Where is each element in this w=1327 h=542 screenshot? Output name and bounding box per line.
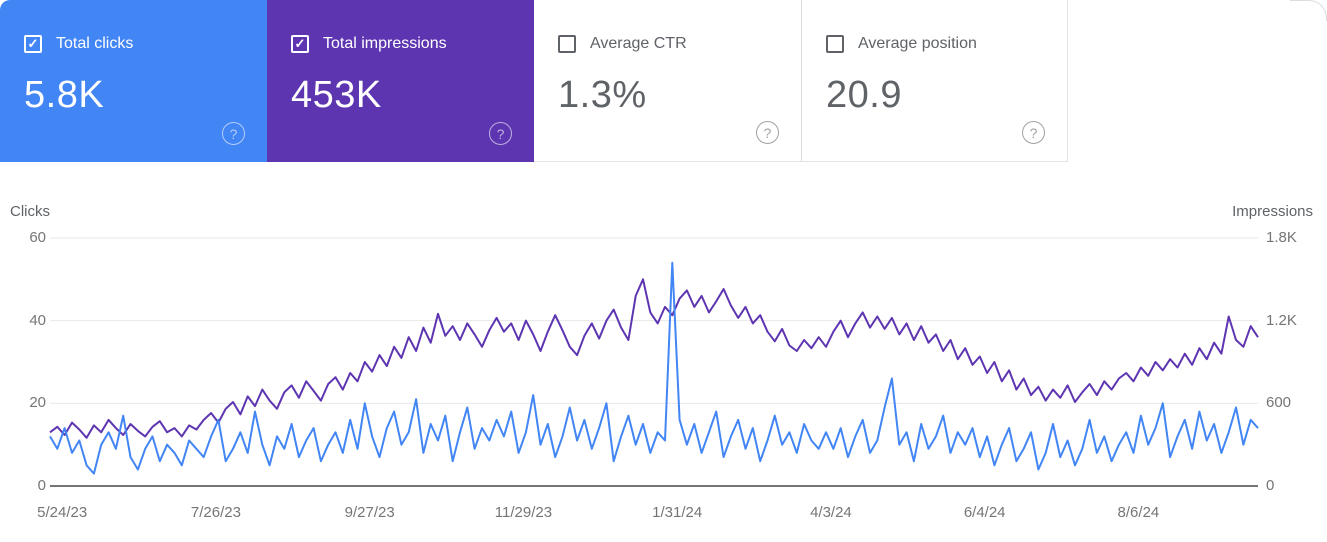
total-clicks-label-row: ✓ Total clicks — [24, 34, 243, 54]
impressions-axis-title: Impressions — [1232, 203, 1313, 220]
help-glyph: ? — [496, 125, 505, 142]
total-impressions-checkbox[interactable]: ✓ — [291, 35, 309, 53]
panel-rounded-corner — [1290, 0, 1327, 21]
clicks-tick-label: 60 — [29, 229, 46, 246]
clicks-axis-title: Clicks — [10, 203, 50, 220]
checkmark-icon: ✓ — [27, 36, 39, 51]
average-position-checkbox[interactable]: ✓ — [826, 35, 844, 53]
impressions-tick-label: 0 — [1266, 477, 1275, 494]
clicks-line — [49, 261, 1259, 475]
average-position-card[interactable]: ✓ Average position 20.9 ? — [801, 0, 1068, 162]
date-tick-label: 4/3/24 — [810, 504, 852, 521]
clicks-tick-label: 0 — [37, 477, 46, 494]
clicks-tick-label: 40 — [29, 311, 46, 329]
date-tick-label: 8/6/24 — [1117, 504, 1160, 521]
help-icon[interactable]: ? — [222, 122, 245, 145]
total-impressions-label-row: ✓ Total impressions — [291, 34, 510, 54]
date-tick-label: 9/27/23 — [344, 504, 395, 521]
average-ctr-value: 1.3% — [558, 74, 647, 116]
total-clicks-checkbox[interactable]: ✓ — [24, 35, 42, 53]
impressions-tick-label: 1.2K — [1266, 311, 1297, 329]
date-tick-label: 5/24/23 — [37, 504, 88, 521]
date-tick-label: 6/4/24 — [963, 504, 1006, 521]
average-position-value: 20.9 — [826, 74, 902, 116]
impressions-line — [49, 278, 1259, 439]
date-tick-label: 1/31/24 — [652, 504, 703, 521]
help-icon[interactable]: ? — [489, 122, 512, 145]
total-impressions-value: 453K — [291, 74, 382, 116]
checkmark-icon: ✓ — [294, 36, 306, 51]
help-icon[interactable]: ? — [1022, 121, 1045, 144]
average-position-label-row: ✓ Average position — [826, 34, 1043, 54]
average-ctr-checkbox[interactable]: ✓ — [558, 35, 576, 53]
impressions-tick-label: 600 — [1266, 394, 1292, 412]
total-clicks-label: Total clicks — [56, 35, 134, 52]
metric-cards-row: ✓ Total clicks 5.8K ? ✓ Total impression… — [0, 0, 1068, 162]
total-impressions-card[interactable]: ✓ Total impressions 453K ? — [267, 0, 534, 162]
total-impressions-label: Total impressions — [323, 35, 447, 52]
average-ctr-label-row: ✓ Average CTR — [558, 34, 777, 54]
help-glyph: ? — [763, 124, 772, 141]
help-glyph: ? — [1029, 124, 1038, 141]
total-clicks-card[interactable]: ✓ Total clicks 5.8K ? — [0, 0, 267, 162]
average-ctr-label: Average CTR — [590, 35, 687, 52]
date-tick-label: 11/29/23 — [494, 504, 553, 521]
total-clicks-value: 5.8K — [24, 74, 105, 116]
date-tick-label: 7/26/23 — [190, 504, 241, 521]
average-position-label: Average position — [858, 35, 977, 52]
help-glyph: ? — [229, 125, 238, 142]
help-icon[interactable]: ? — [756, 121, 779, 144]
impressions-tick-label: 1.8K — [1266, 229, 1297, 246]
average-ctr-card[interactable]: ✓ Average CTR 1.3% ? — [534, 0, 801, 162]
clicks-tick-label: 20 — [29, 394, 46, 412]
